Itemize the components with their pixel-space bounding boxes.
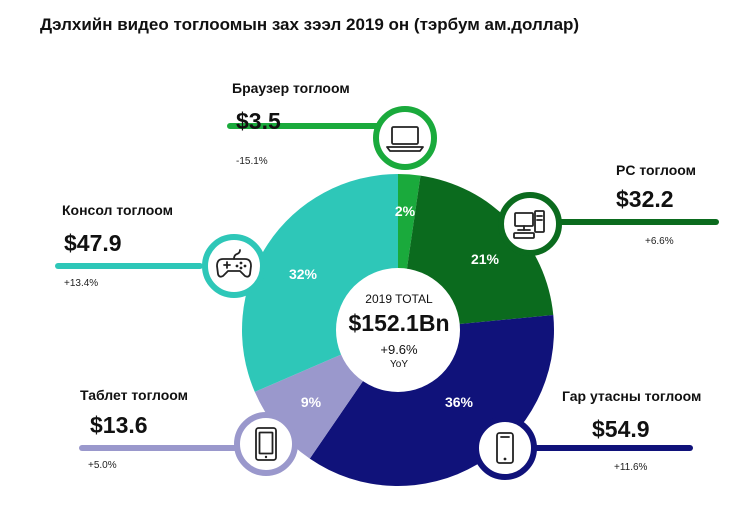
mobile-value: $54.9: [592, 416, 650, 442]
center-yoy-label: YoY: [390, 359, 408, 370]
desktop-pc-icon: [513, 210, 545, 239]
tablet-value: $13.6: [90, 412, 148, 438]
gamepad-icon: [216, 249, 252, 278]
browser-value: $3.5: [236, 108, 281, 134]
icon-ring-console: [202, 234, 266, 298]
pc-change: +6.6%: [645, 236, 674, 247]
laptop-icon: [386, 126, 424, 152]
icon-badge-mobile: [473, 416, 537, 480]
pc-label: PC тоглоом: [616, 162, 697, 178]
mobile-change: +11.6%: [614, 462, 648, 473]
console-value: $47.9: [64, 230, 122, 256]
browser-label: Браузер тоглоом: [232, 80, 350, 96]
icon-badge-tablet: [234, 412, 298, 476]
percent-label-pc: 21%: [471, 251, 500, 267]
icon-ring-pc: [498, 192, 562, 256]
center-total-value: $152.1Bn: [348, 310, 450, 336]
tablet-icon: [255, 427, 277, 461]
center-total-change: +9.6%: [380, 342, 418, 357]
icon-badge-pc: [498, 192, 562, 256]
icon-badge-console: [202, 234, 266, 298]
center-circle: [336, 268, 460, 392]
console-change: +13.4%: [64, 278, 99, 289]
tablet-change: +5.0%: [88, 460, 117, 471]
tablet-label: Таблет тоглоом: [80, 387, 189, 403]
percent-label-mobile: 36%: [445, 394, 474, 410]
center-total-label: 2019 TOTAL: [365, 292, 433, 306]
icon-ring-mobile: [473, 416, 537, 480]
percent-label-tablet: 9%: [301, 394, 322, 410]
browser-change: -15.1%: [236, 156, 268, 167]
percent-label-console: 32%: [289, 266, 318, 282]
percent-label-browser: 2%: [395, 203, 416, 219]
pc-value: $32.2: [616, 186, 674, 212]
console-label: Консол тоглоом: [62, 202, 174, 218]
chart-title: Дэлхийн видео тоглоомын зах зээл 2019 он…: [40, 15, 580, 34]
mobile-label: Гар утасны тоглоом: [562, 388, 702, 404]
icon-badge-browser: [373, 106, 437, 170]
smartphone-icon: [496, 432, 514, 464]
icon-ring-browser: [373, 106, 437, 170]
icon-ring-tablet: [234, 412, 298, 476]
